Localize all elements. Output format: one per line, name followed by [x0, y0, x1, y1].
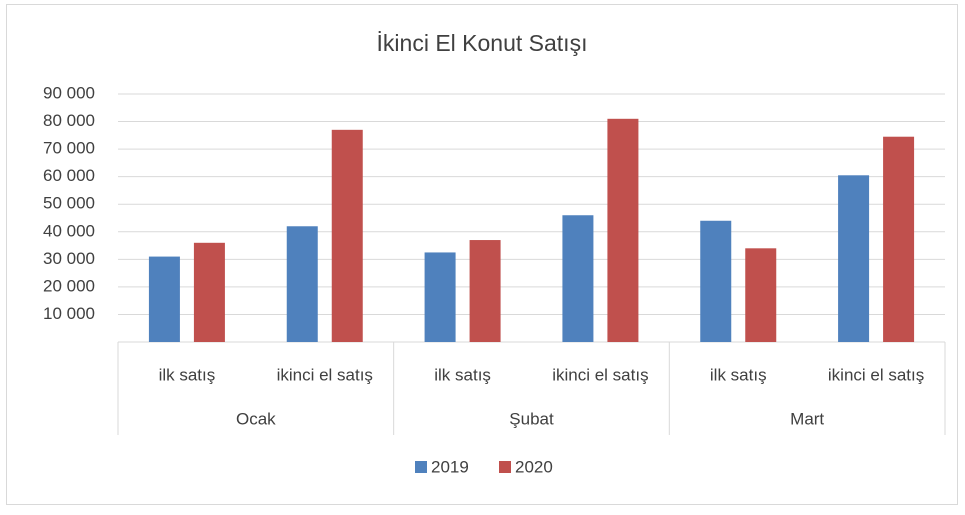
- bar: [148, 256, 180, 342]
- bar: [286, 226, 318, 342]
- x-tick-label: ikinci el satış: [828, 365, 924, 384]
- y-tick-label: 80 000: [43, 111, 95, 130]
- y-tick-label: 90 000: [43, 83, 95, 102]
- bar: [700, 220, 732, 342]
- bar: [745, 248, 777, 342]
- legend-swatch: [415, 461, 427, 473]
- chart-title: İkinci El Konut Satışı: [377, 30, 588, 56]
- bar: [331, 129, 363, 342]
- legend-label: 2019: [431, 457, 469, 476]
- x-tick-label: ilk satış: [159, 365, 216, 384]
- x-tick-label: ikinci el satış: [552, 365, 648, 384]
- bar: [838, 175, 870, 342]
- bar: [562, 215, 594, 342]
- bar: [469, 240, 501, 342]
- y-tick-label: 20 000: [43, 276, 95, 295]
- y-tick-label: 70 000: [43, 139, 95, 158]
- y-tick-label: 50 000: [43, 194, 95, 213]
- bar: [193, 242, 225, 342]
- y-tick-label: 60 000: [43, 166, 95, 185]
- group-label: Ocak: [236, 409, 276, 428]
- x-tick-label: ilk satış: [434, 365, 491, 384]
- y-tick-label: 40 000: [43, 221, 95, 240]
- x-tick-label: ikinci el satış: [277, 365, 373, 384]
- legend-swatch: [499, 461, 511, 473]
- bar: [424, 252, 456, 342]
- group-label: Mart: [790, 409, 824, 428]
- legend-label: 2020: [515, 457, 553, 476]
- bar: [607, 118, 639, 342]
- group-label: Şubat: [509, 409, 554, 428]
- y-tick-label: 10 000: [43, 304, 95, 323]
- bar: [883, 136, 915, 342]
- x-tick-label: ilk satış: [710, 365, 767, 384]
- y-tick-label: 30 000: [43, 249, 95, 268]
